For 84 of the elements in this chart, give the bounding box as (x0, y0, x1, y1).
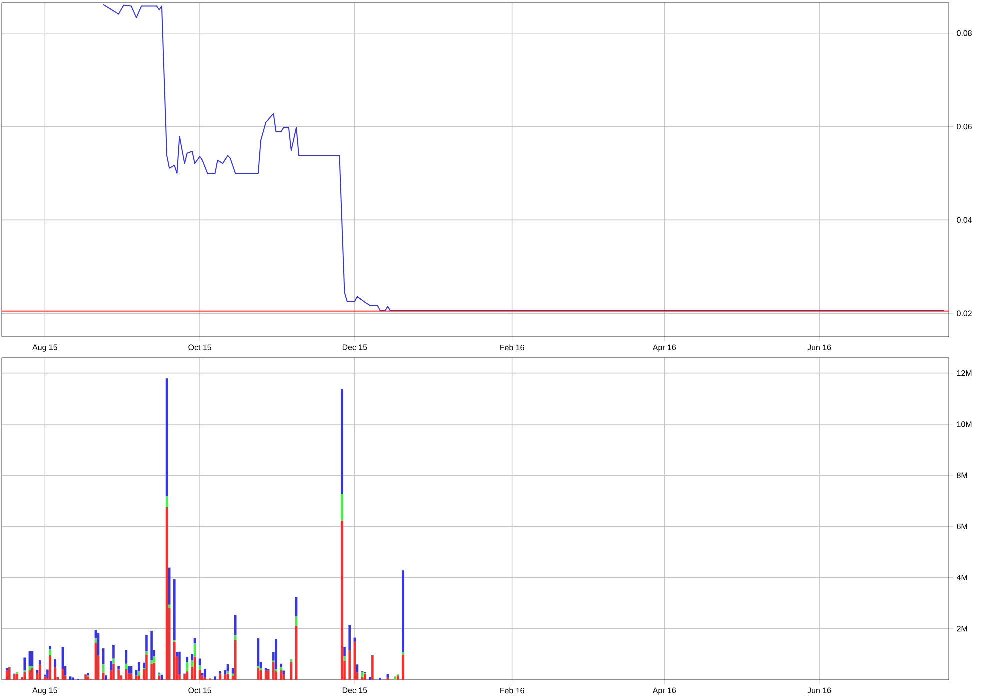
bar (138, 676, 140, 680)
bar (150, 664, 153, 680)
bar (118, 666, 120, 670)
bar (146, 651, 148, 655)
bar (16, 674, 18, 680)
bar (110, 661, 112, 671)
bar (69, 676, 72, 680)
bar (24, 658, 26, 671)
bar (24, 672, 26, 680)
bar (174, 642, 176, 680)
bar (219, 674, 222, 680)
bar (112, 658, 115, 664)
bar (46, 670, 49, 678)
bar (344, 656, 346, 662)
bar (49, 655, 52, 680)
bar (280, 667, 282, 671)
bar (186, 656, 188, 662)
bar (36, 670, 39, 674)
bar (143, 662, 146, 668)
bar (14, 674, 16, 680)
bar (272, 662, 275, 680)
bar (264, 668, 268, 671)
bar (344, 647, 346, 656)
bar (150, 630, 153, 661)
bar (87, 673, 90, 676)
bar (54, 660, 56, 668)
bar (348, 650, 351, 680)
bar (280, 664, 282, 668)
bar (49, 649, 52, 656)
bar (28, 666, 32, 671)
bar (135, 676, 138, 680)
bar (402, 654, 404, 680)
bar (394, 676, 397, 680)
bar (257, 668, 260, 680)
line-series (103, 4, 944, 312)
bar (44, 676, 46, 680)
bar (150, 660, 153, 664)
bar (341, 389, 344, 494)
bar (356, 664, 359, 672)
bar (280, 670, 282, 680)
bar (341, 494, 344, 521)
bar (174, 580, 176, 640)
bar (219, 671, 222, 674)
bar (282, 670, 285, 675)
bar (6, 668, 8, 671)
bar (49, 646, 52, 650)
bar (191, 654, 194, 661)
bar (112, 644, 115, 659)
bar (104, 676, 108, 680)
bar (138, 662, 140, 672)
bar (8, 667, 11, 680)
bar (204, 677, 206, 680)
bar (138, 671, 140, 676)
bar (372, 655, 374, 680)
bar (84, 674, 87, 680)
bar (386, 674, 390, 678)
bar (153, 656, 156, 663)
bar (118, 670, 120, 680)
bar (146, 654, 148, 680)
bar (204, 668, 206, 678)
bar (184, 674, 186, 680)
bar (186, 662, 188, 672)
bar (402, 652, 404, 655)
bar (54, 667, 56, 680)
bar (186, 672, 188, 680)
bar (282, 674, 285, 680)
bar (396, 676, 400, 680)
bar (214, 676, 216, 680)
bar (146, 635, 148, 652)
bar (158, 676, 161, 680)
bar (198, 665, 202, 670)
bar (402, 570, 404, 652)
bar (38, 660, 42, 665)
bar (87, 676, 90, 680)
bar (348, 625, 351, 650)
bar (112, 664, 115, 680)
bar (341, 520, 344, 680)
bar (260, 668, 262, 671)
bar (275, 639, 278, 670)
bar (232, 668, 234, 674)
bar (153, 662, 156, 680)
bar (31, 668, 34, 680)
bar (369, 677, 372, 680)
bar (178, 652, 181, 675)
